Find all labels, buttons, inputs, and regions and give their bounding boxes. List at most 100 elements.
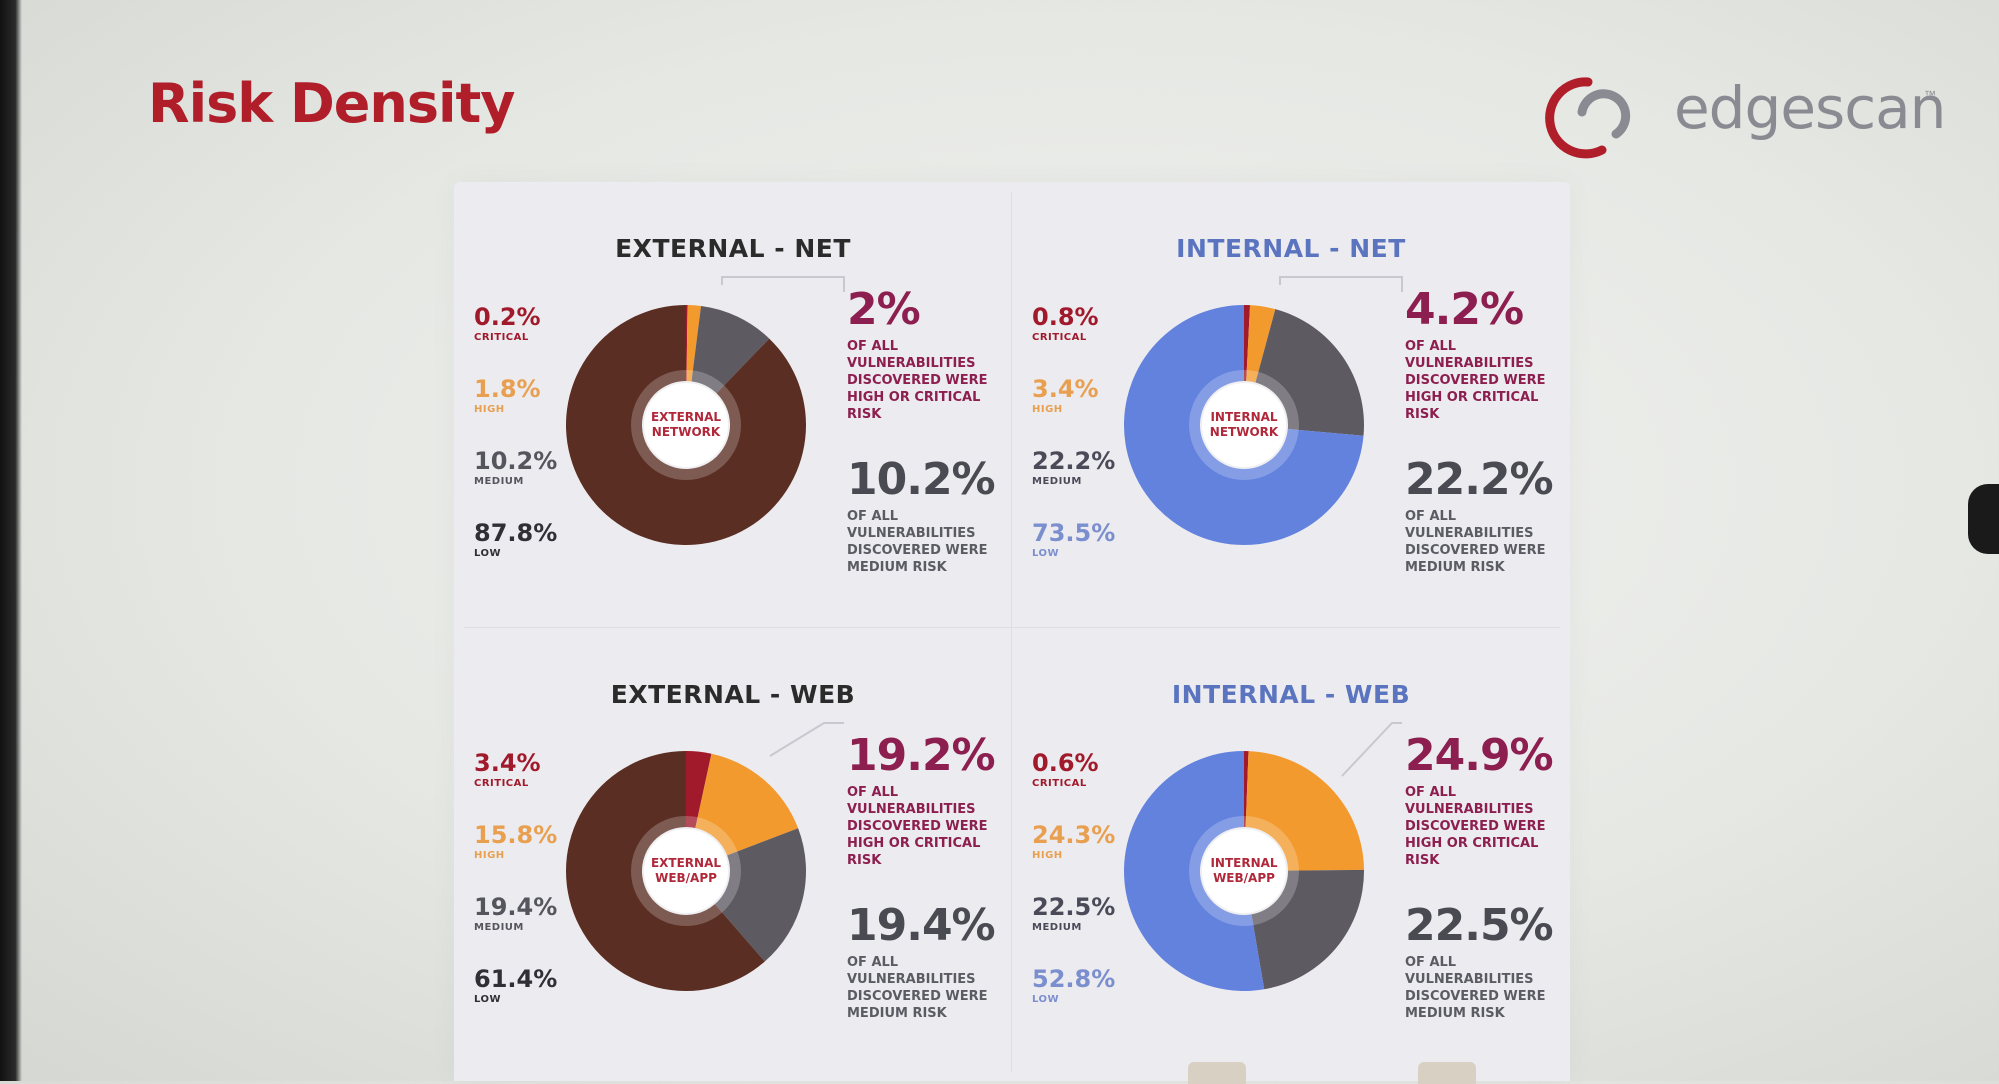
- legend-label: CRITICAL: [474, 778, 529, 789]
- legend-value: 0.6%: [1032, 749, 1099, 777]
- slice-medium: [714, 828, 806, 962]
- legend-label: CRITICAL: [1032, 332, 1087, 343]
- legend-high: 3.4% HIGH: [1032, 376, 1099, 415]
- legend-value: 73.5%: [1032, 519, 1116, 547]
- legend-label: HIGH: [474, 850, 505, 861]
- donut-center-label: INTERNAL WEB/APP: [1210, 856, 1278, 885]
- legend-medium: 19.4% MEDIUM: [474, 894, 557, 933]
- legend-value: 52.8%: [1032, 965, 1116, 993]
- legend-label: MEDIUM: [1032, 476, 1082, 487]
- risk-density-infographic: EXTERNAL - NET 0.2% CRITICAL 1.8% HIGH 1…: [454, 182, 1570, 1084]
- callout-medium-text: OF ALL VULNERABILITIES DISCOVERED WERE M…: [1405, 955, 1546, 1021]
- vertical-divider: [1011, 192, 1012, 1072]
- panel-external-web: EXTERNAL - WEB 3.4% CRITICAL 15.8% HIGH …: [454, 628, 1012, 1068]
- legend-value: 0.2%: [474, 303, 541, 331]
- callout-line: [1279, 276, 1403, 292]
- legend-value: 19.4%: [474, 893, 558, 921]
- slice-low: [566, 305, 806, 545]
- legend-low: 73.5% LOW: [1032, 520, 1115, 559]
- donut-chart: EXTERNAL NETWORK: [561, 300, 811, 550]
- slice-medium: [1255, 309, 1364, 436]
- legend-value: 22.2%: [1032, 447, 1116, 475]
- donut-center-label: EXTERNAL NETWORK: [650, 410, 722, 439]
- donut-center-label: INTERNAL NETWORK: [1209, 410, 1279, 439]
- logo-trademark: ™: [1924, 88, 1936, 102]
- legend-label: HIGH: [1032, 404, 1063, 415]
- callout-high-critical-text: OF ALL VULNERABILITIES DISCOVERED WERE H…: [1405, 785, 1546, 868]
- legend-value: 10.2%: [474, 447, 558, 475]
- slice-medium: [691, 305, 770, 394]
- callout-medium-text: OF ALL VULNERABILITIES DISCOVERED WERE M…: [847, 955, 988, 1021]
- donut-hole: [644, 383, 728, 467]
- slice-low: [566, 751, 765, 991]
- slice-medium: [1251, 869, 1364, 990]
- callout-high-critical-text: OF ALL VULNERABILITIES DISCOVERED WERE H…: [847, 339, 988, 422]
- legend-medium: 10.2% MEDIUM: [474, 448, 557, 487]
- legend-critical: 0.8% CRITICAL: [1032, 304, 1099, 343]
- legend-high: 1.8% HIGH: [474, 376, 541, 415]
- panel-title: INTERNAL - WEB: [1171, 680, 1411, 709]
- legend-medium: 22.5% MEDIUM: [1032, 894, 1115, 933]
- slice-low: [1124, 305, 1364, 545]
- callout-high-critical-text: OF ALL VULNERABILITIES DISCOVERED WERE H…: [847, 785, 988, 868]
- legend-label: CRITICAL: [1032, 778, 1087, 789]
- donut-chart: INTERNAL WEB/APP: [1119, 746, 1369, 996]
- horizontal-divider: [464, 627, 1560, 628]
- legend-value: 61.4%: [474, 965, 558, 993]
- legend-value: 0.8%: [1032, 303, 1099, 331]
- callout-line: [1341, 722, 1402, 777]
- panel-title: INTERNAL - NET: [1176, 234, 1406, 263]
- callout-high-critical-value: 4.2%: [1405, 284, 1524, 335]
- donut-chart: EXTERNAL WEB/APP: [561, 746, 811, 996]
- callout-medium-value: 10.2%: [847, 454, 996, 505]
- presenter-hand: [1968, 484, 1999, 554]
- slice-high: [1246, 305, 1276, 383]
- logo-wordmark: edgescan: [1674, 74, 1946, 142]
- callout-high-critical-value: 19.2%: [847, 730, 996, 781]
- panel-title: EXTERNAL - WEB: [610, 680, 856, 709]
- callout-medium-value: 22.2%: [1405, 454, 1554, 505]
- donut-hole: [644, 829, 728, 913]
- callout-high-critical-text: OF ALL VULNERABILITIES DISCOVERED WERE H…: [1405, 339, 1546, 422]
- legend-critical: 0.6% CRITICAL: [1032, 750, 1099, 789]
- legend-high: 24.3% HIGH: [1032, 822, 1115, 861]
- legend-low: 52.8% LOW: [1032, 966, 1115, 1005]
- legend-critical: 3.4% CRITICAL: [474, 750, 541, 789]
- legend-label: CRITICAL: [474, 332, 529, 343]
- panel-internal-web: INTERNAL - WEB 0.6% CRITICAL 24.3% HIGH …: [1012, 628, 1570, 1068]
- legend-label: LOW: [1032, 994, 1060, 1005]
- callout-medium-value: 22.5%: [1405, 900, 1554, 951]
- donut-center-label: EXTERNAL WEB/APP: [650, 856, 722, 885]
- legend-value: 87.8%: [474, 519, 558, 547]
- slide-title: Risk Density: [148, 72, 516, 135]
- callout-high-critical-value: 2%: [847, 284, 921, 335]
- legend-value: 15.8%: [474, 821, 558, 849]
- donut-svg: [566, 751, 806, 991]
- donut-svg: [566, 305, 806, 545]
- slice-high: [686, 305, 702, 382]
- legend-low: 61.4% LOW: [474, 966, 557, 1005]
- donut-chart: INTERNAL NETWORK: [1119, 300, 1369, 550]
- callout-line: [769, 722, 844, 757]
- legend-label: HIGH: [1032, 850, 1063, 861]
- edgescan-logo: edgescan ™: [1536, 68, 1956, 168]
- callout-medium-value: 19.4%: [847, 900, 996, 951]
- edgescan-logo-icon: [1545, 77, 1631, 159]
- legend-medium: 22.2% MEDIUM: [1032, 448, 1115, 487]
- projector-edge: [0, 0, 22, 1081]
- legend-label: LOW: [474, 548, 502, 559]
- slice-low: [1124, 751, 1265, 991]
- donut-svg: [1124, 751, 1364, 991]
- legend-label: MEDIUM: [474, 476, 524, 487]
- callout-high-critical-value: 24.9%: [1405, 730, 1554, 781]
- slice-critical: [1244, 305, 1251, 382]
- legend-label: HIGH: [474, 404, 505, 415]
- panel-title: EXTERNAL - NET: [615, 234, 851, 263]
- panel-internal-net: INTERNAL - NET 0.8% CRITICAL 3.4% HIGH 2…: [1012, 182, 1570, 622]
- legend-critical: 0.2% CRITICAL: [474, 304, 541, 343]
- callout-medium-text: OF ALL VULNERABILITIES DISCOVERED WERE M…: [1405, 509, 1546, 575]
- legend-low: 87.8% LOW: [474, 520, 557, 559]
- callout-medium-text: OF ALL VULNERABILITIES DISCOVERED WERE M…: [847, 509, 988, 575]
- legend-value: 1.8%: [474, 375, 541, 403]
- callout-line: [721, 276, 845, 292]
